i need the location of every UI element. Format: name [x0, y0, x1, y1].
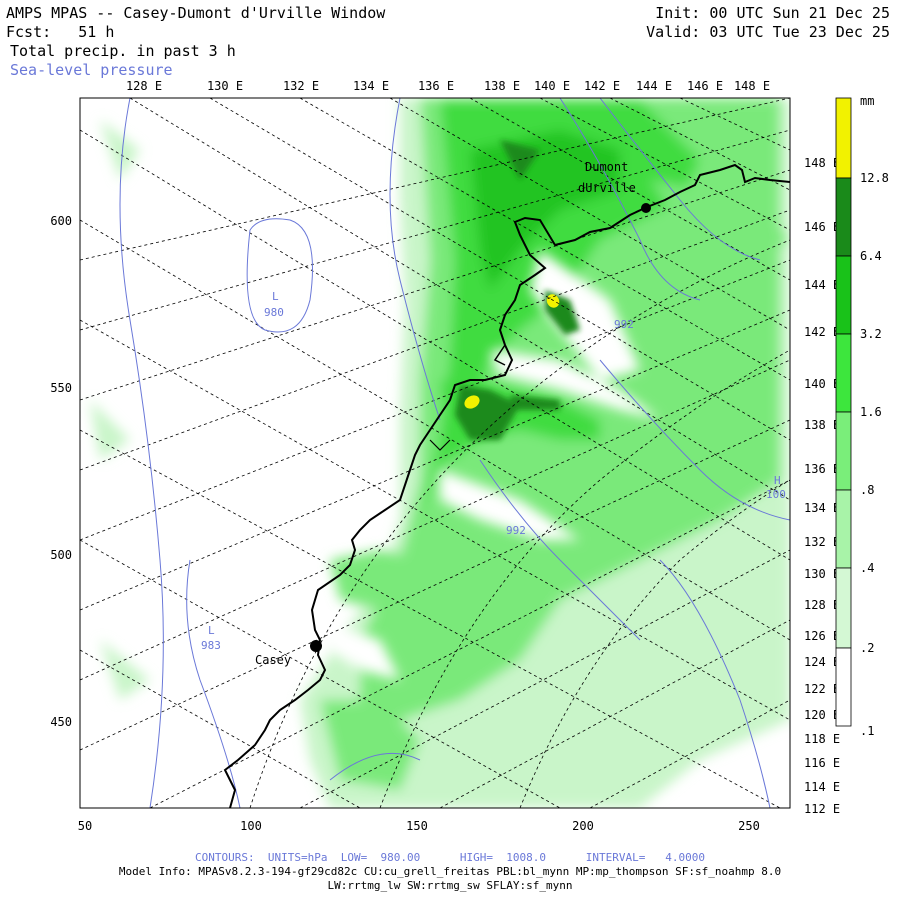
colorbar-level-label: 3.2 — [860, 327, 882, 341]
top-lon-label: 136 E — [418, 79, 454, 93]
right-lon-label: 140 E — [804, 377, 840, 391]
colorbar-level-label: .4 — [860, 561, 874, 575]
y-tick-label: 550 — [50, 381, 72, 395]
top-lon-label: 144 E — [636, 79, 672, 93]
top-lon-label: 128 E — [126, 79, 162, 93]
colorbar-swatch — [835, 97, 852, 179]
colorbar-level-label: .2 — [860, 641, 874, 655]
x-axis-ticks: 50 100 150 200 250 — [78, 819, 760, 833]
low-marker-label: L — [272, 290, 279, 303]
right-lon-label: 132 E — [804, 535, 840, 549]
top-lon-label: 134 E — [353, 79, 389, 93]
contour-info: CONTOURS: UNITS=hPa LOW= 980.00 HIGH= 10… — [195, 851, 705, 864]
colorbar-swatch — [835, 411, 852, 491]
colorbar-swatch — [835, 177, 852, 257]
high-marker-label: H — [774, 474, 781, 487]
right-lon-label: 130 E — [804, 567, 840, 581]
right-lon-label: 116 E — [804, 756, 840, 770]
right-lon-label: 114 E — [804, 780, 840, 794]
top-lon-label: 138 E — [484, 79, 520, 93]
colorbar-unit: mm — [860, 94, 874, 108]
map-frame — [79, 97, 791, 809]
y-tick-label: 600 — [50, 214, 72, 228]
x-tick-label: 200 — [572, 819, 594, 833]
right-lon-label: 134 E — [804, 501, 840, 515]
top-lon-label: 148 E — [734, 79, 770, 93]
high-value-label: 100 — [766, 488, 786, 501]
colorbar-swatch — [835, 647, 852, 727]
colorbar-level-label: 6.4 — [860, 249, 882, 263]
forecast-label: Fcst: — [6, 23, 52, 41]
low2-value-label: 983 — [201, 639, 221, 652]
low2-marker-label: L — [208, 624, 215, 637]
low-value-label: 980 — [264, 306, 284, 319]
right-lon-label: 144 E — [804, 278, 840, 292]
station-label-dumont: Dumont — [585, 160, 628, 174]
right-lon-label: 122 E — [804, 682, 840, 696]
model-info-line2: LW:rrtmg_lw SW:rrtmg_sw SFLAY:sf_mynn — [327, 879, 573, 892]
colorbar-level-label: .1 — [860, 724, 874, 738]
y-tick-label: 500 — [50, 548, 72, 562]
x-tick-label: 150 — [406, 819, 428, 833]
right-longitude-labels: 148 E 146 E 144 E 142 E 140 E 138 E 136 E 134 E… — [804, 156, 840, 816]
right-lon-label: 124 E — [804, 655, 840, 669]
colorbar-swatch — [835, 333, 852, 413]
right-lon-label: 142 E — [804, 325, 840, 339]
x-tick-label: 50 — [78, 819, 92, 833]
forecast-value: 51 h — [78, 23, 115, 41]
right-lon-label: 136 E — [804, 462, 840, 476]
contour-label-992a: 992 — [614, 318, 634, 331]
field-slp-label: Sea-level pressure — [10, 61, 173, 79]
slp-contours — [119, 98, 790, 808]
colorbar-swatch — [835, 255, 852, 335]
right-lon-label: 128 E — [804, 598, 840, 612]
top-longitude-labels: 128 E 130 E 132 E 134 E 136 E 138 E 140 E 142 E… — [126, 79, 770, 93]
station-label-casey: Casey — [255, 653, 291, 667]
contour-label-992b: 992 — [506, 524, 526, 537]
field-precip-label: Total precip. in past 3 h — [10, 42, 236, 60]
top-lon-label: 130 E — [207, 79, 243, 93]
casey-marker — [310, 640, 322, 652]
forecast-hour: Fcst: 51 h — [6, 23, 114, 41]
map-title: AMPS MPAS -- Casey-Dumont d'Urville Wind… — [6, 4, 386, 22]
top-lon-label: 142 E — [584, 79, 620, 93]
right-lon-label: 148 E — [804, 156, 840, 170]
init-time: Init: 00 UTC Sun 21 Dec 25 — [655, 4, 890, 22]
model-info-line1: Model Info: MPASv8.2.3-194-gf29cd82c CU:… — [118, 865, 782, 878]
right-lon-label: 146 E — [804, 220, 840, 234]
right-lon-label: 118 E — [804, 732, 840, 746]
colorbar-level-label: .8 — [860, 483, 874, 497]
top-lon-label: 146 E — [687, 79, 723, 93]
right-lon-label: 120 E — [804, 708, 840, 722]
colorbar-swatch — [835, 567, 852, 649]
x-tick-label: 100 — [240, 819, 262, 833]
colorbar-level-label: 1.6 — [860, 405, 882, 419]
graticule — [80, 98, 790, 808]
colorbar-swatch — [835, 489, 852, 569]
top-lon-label: 132 E — [283, 79, 319, 93]
top-lon-label: 140 E — [534, 79, 570, 93]
right-lon-label: 138 E — [804, 418, 840, 432]
x-tick-label: 250 — [738, 819, 760, 833]
right-lon-label: 126 E — [804, 629, 840, 643]
y-tick-label: 450 — [50, 715, 72, 729]
precip-shading — [80, 98, 790, 808]
valid-time: Valid: 03 UTC Tue 23 Dec 25 — [646, 23, 890, 41]
right-lon-label: 112 E — [804, 802, 840, 816]
dumont-durville-marker — [641, 203, 651, 213]
precip-colorbar: 12.8 6.4 3.2 1.6 .8 .4 .2 .1 — [835, 97, 889, 738]
y-axis-ticks: 600 550 500 450 — [50, 214, 72, 729]
colorbar-level-label: 12.8 — [860, 171, 889, 185]
station-label-durville: dUrville — [578, 181, 636, 195]
